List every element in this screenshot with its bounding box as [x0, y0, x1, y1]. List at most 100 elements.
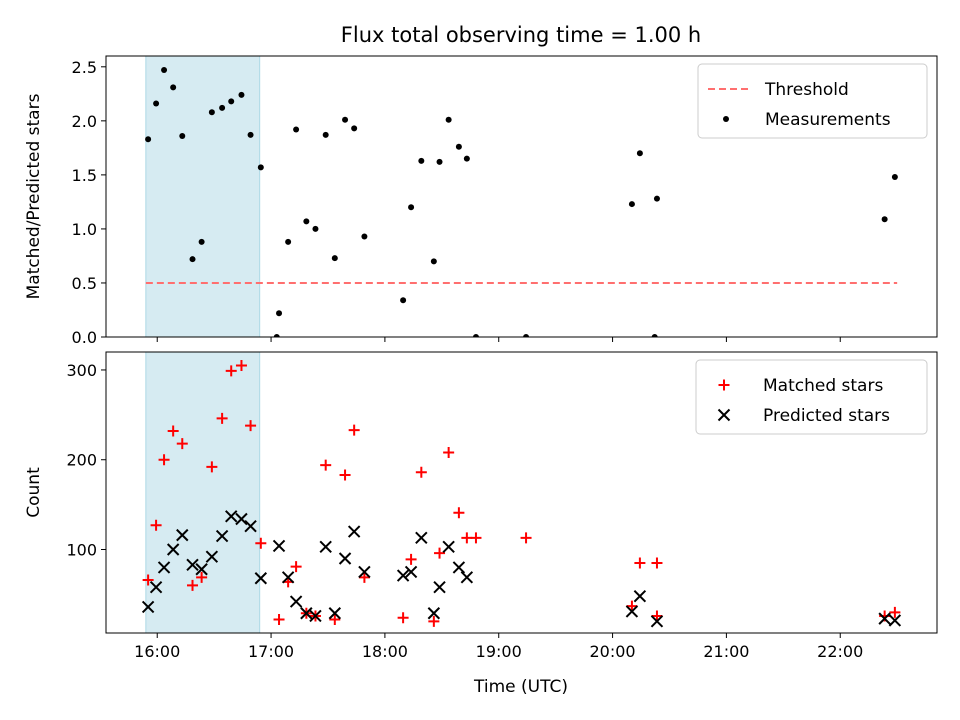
x-tick-label: 16:00	[134, 642, 180, 661]
matched-stars-point	[320, 459, 332, 471]
count-panel: 16:00 17:00 18:00 19:00 20:00 21:00 22:00 100 20…	[24, 351, 938, 661]
measurements-point	[247, 131, 254, 138]
measurements-point	[285, 238, 292, 245]
measurements-point	[445, 116, 452, 123]
measurements-point	[322, 131, 329, 138]
measurements-point	[351, 125, 358, 132]
measurements-point	[455, 143, 462, 150]
predicted-stars-point	[141, 600, 155, 614]
matched-stars-point	[150, 519, 162, 531]
x-axis-label: Time (UTC)	[473, 677, 568, 697]
predicted-stars-point	[186, 558, 199, 571]
legend-marker-measurements	[723, 116, 729, 122]
predicted-stars-point	[195, 563, 208, 576]
measurements-point	[228, 98, 235, 105]
measurements-point	[463, 155, 470, 162]
matched-stars-point	[329, 614, 341, 626]
measurements-point	[400, 297, 407, 304]
predicted-stars-point	[244, 519, 257, 533]
matched-stars-point	[651, 557, 663, 569]
legend-label-predicted-stars: Predicted stars	[763, 406, 890, 426]
measurements-point	[198, 238, 205, 245]
x-tick-label: 18:00	[362, 642, 408, 661]
matched-stars-point	[415, 466, 427, 478]
legend-box	[695, 359, 928, 435]
matched-stars-point	[216, 412, 228, 424]
predicted-stars-point	[254, 572, 268, 585]
y-tick-label: 0.0	[72, 328, 97, 347]
matched-stars-point	[339, 469, 351, 481]
matched-stars-point	[196, 571, 208, 583]
predicted-stars-point	[625, 605, 639, 618]
y-tick-label: 2.0	[72, 112, 97, 131]
predicted-stars-point	[281, 571, 295, 584]
y-tick-label: 1.0	[72, 220, 97, 239]
measurements-point	[361, 233, 368, 240]
measurements-point	[189, 256, 196, 263]
predicted-stars-point	[319, 540, 332, 554]
observing-window-shade	[145, 351, 261, 634]
observing-window-shade	[145, 55, 261, 338]
chart-title: Flux total observing time = 1.00 h	[341, 23, 701, 47]
y-tick-label: 1.5	[72, 166, 97, 185]
axes-frame	[105, 351, 938, 634]
matched-stars-point	[206, 461, 218, 473]
predicted-stars-point	[157, 561, 171, 574]
measurements-point	[161, 67, 168, 74]
matched-stars-point	[428, 615, 440, 627]
x-tick-label: 17:00	[248, 642, 294, 661]
matched-stars-point	[397, 612, 409, 624]
matched-stars-point	[889, 606, 901, 618]
measurements-point	[303, 218, 310, 225]
matched-stars-point	[187, 579, 199, 591]
measurements-point	[472, 334, 479, 337]
predicted-stars-point	[396, 569, 410, 582]
y-axis-label: Matched/Predicted stars	[24, 93, 44, 299]
predicted-stars-point	[215, 529, 229, 543]
legend-label-matched-stars: Matched stars	[763, 376, 883, 396]
measurements-point	[881, 216, 888, 223]
measurements-point	[208, 109, 215, 116]
predicted-stars-point	[176, 528, 189, 542]
measurements-point	[418, 157, 425, 164]
matched-stars-point	[167, 425, 179, 437]
matched-stars-point	[255, 537, 267, 549]
matched-stars-point	[453, 507, 465, 519]
measurements-point	[276, 310, 283, 317]
predicted-stars-point	[272, 539, 286, 553]
measurements-point	[651, 334, 658, 337]
predicted-stars-point	[309, 609, 322, 623]
predicted-stars-point	[442, 540, 455, 554]
matched-stars-point	[358, 571, 370, 583]
matched-stars-point	[225, 365, 237, 377]
axes-frame	[105, 55, 938, 338]
measurements-point	[636, 150, 643, 157]
matched-stars-point	[443, 447, 455, 459]
matched-stars-point	[434, 547, 446, 559]
predicted-stars-point	[347, 525, 361, 538]
ratio-panel: 0.0 0.5 1.0 1.5 2.0 2.5 Matched/Predicted star…	[24, 55, 938, 347]
measurements-point	[436, 158, 443, 165]
x-tick-label: 20:00	[590, 642, 636, 661]
measurements-point	[257, 164, 264, 171]
matched-stars-point	[634, 557, 646, 569]
y-tick-label: 0.5	[72, 274, 97, 293]
measurements-point	[312, 225, 319, 232]
measurements-point	[430, 258, 437, 265]
y-tick-label: 200	[66, 451, 97, 470]
matched-stars-point	[348, 424, 360, 436]
measurements-point	[653, 195, 660, 202]
measurements-point	[342, 116, 349, 123]
x-tick-label: 22:00	[817, 642, 863, 661]
predicted-stars-point	[404, 565, 418, 579]
measurements-point	[293, 126, 300, 133]
measurements-point	[170, 84, 177, 91]
predicted-stars-point	[888, 614, 902, 627]
predicted-stars-point	[235, 512, 248, 526]
predicted-stars-point	[878, 612, 891, 625]
predicted-stars-point	[633, 589, 647, 603]
predicted-stars-point	[452, 561, 466, 574]
measurements-point	[628, 201, 635, 208]
legend-marker-matched-stars	[718, 379, 730, 391]
